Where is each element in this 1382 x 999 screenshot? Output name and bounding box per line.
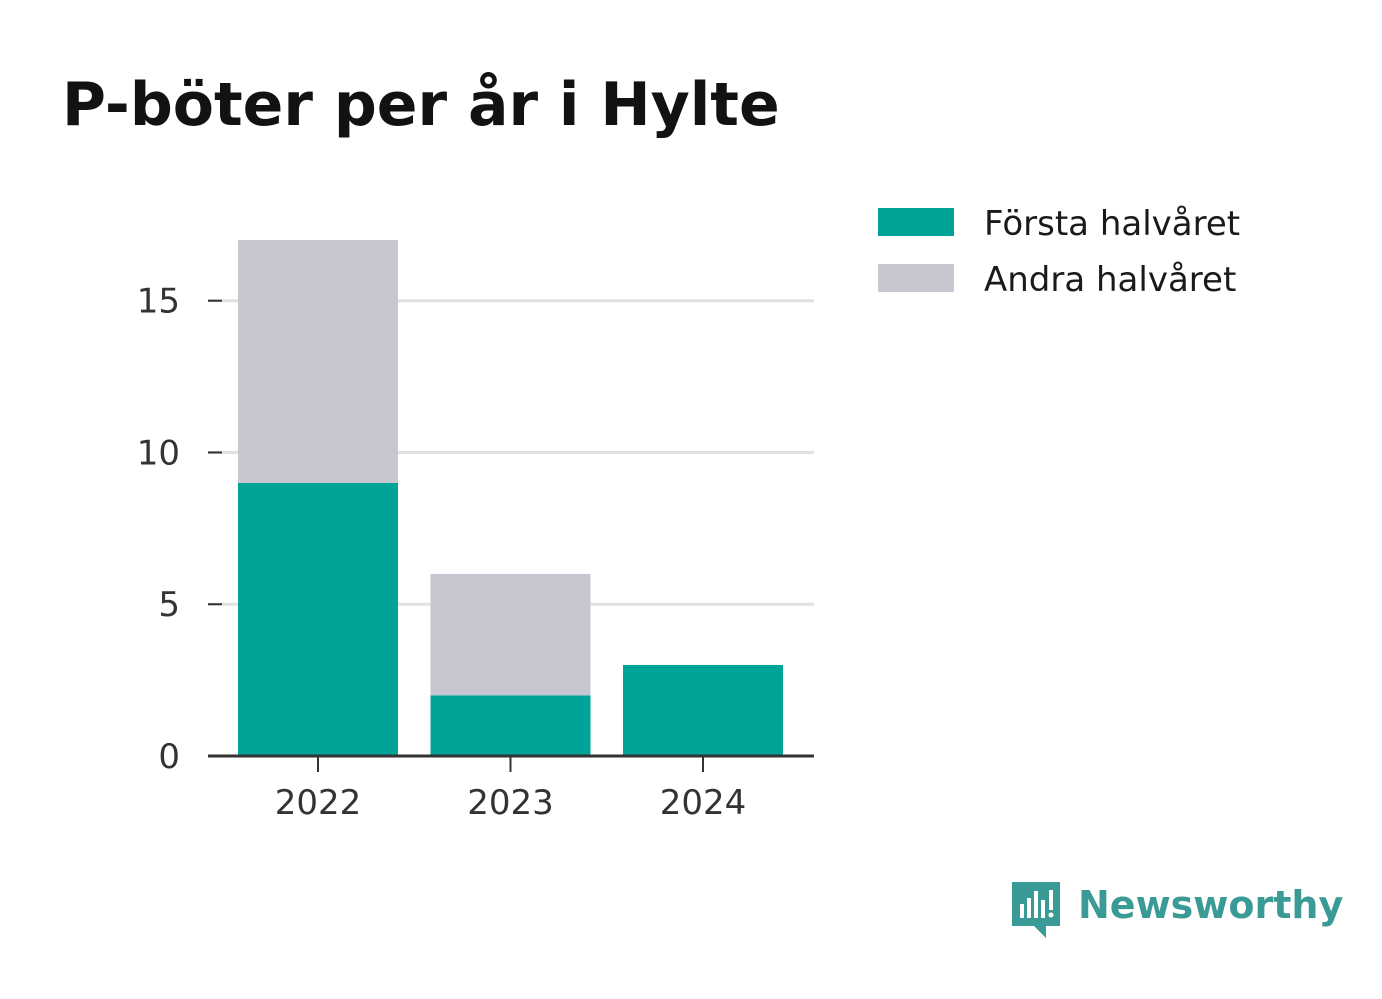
- bar-2022-series-0: [238, 482, 398, 756]
- bars: [238, 240, 783, 756]
- y-tick-label: 15: [137, 282, 180, 322]
- bar-2022-series-1: [238, 240, 398, 483]
- bar-2023-series-0: [430, 695, 591, 756]
- x-tick-label: 2022: [275, 783, 362, 823]
- bar-2024-series-0: [623, 664, 783, 756]
- legend-label-first-half: Första halvåret: [984, 204, 1240, 244]
- y-axis: 0 5 10 15: [137, 282, 222, 777]
- y-tick-label: 5: [158, 585, 180, 625]
- legend-swatch-first-half: [878, 208, 954, 236]
- y-tick-label: 0: [158, 737, 180, 777]
- legend-swatch-second-half: [878, 264, 954, 292]
- chart-title: P-böter per år i Hylte: [62, 70, 780, 140]
- bar-2023-series-1: [430, 573, 591, 696]
- legend-label-second-half: Andra halvåret: [984, 260, 1236, 300]
- x-tick-label: 2023: [467, 783, 554, 823]
- brand-name: Newsworthy: [1078, 883, 1343, 927]
- legend: Första halvåret Andra halvåret: [878, 204, 1240, 300]
- y-tick-label: 10: [137, 433, 180, 473]
- x-tick-label: 2024: [660, 783, 747, 823]
- newsworthy-logo-icon: [1012, 882, 1060, 938]
- x-axis: 2022 2023 2024: [208, 754, 814, 823]
- brand-logo[interactable]: Newsworthy: [1012, 882, 1343, 938]
